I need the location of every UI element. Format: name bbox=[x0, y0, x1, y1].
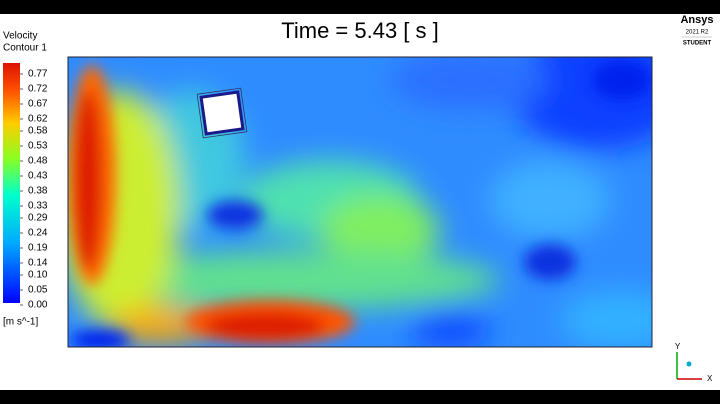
colorbar-tick-label: 0.72 bbox=[28, 84, 48, 95]
bottom-bar bbox=[0, 390, 720, 404]
axis-y-label: Y bbox=[675, 342, 681, 351]
colorbar-tick-label: 0.38 bbox=[28, 186, 48, 197]
colorbar-tick-label: 0.53 bbox=[28, 141, 48, 152]
legend-subtitle: Contour 1 bbox=[3, 43, 47, 54]
title: Time = 5.43 [ s ] bbox=[281, 18, 439, 43]
colorbar-tick-label: 0.43 bbox=[28, 171, 48, 182]
logo-brand: Ansys bbox=[680, 14, 713, 26]
logo-version: 2021 R2 bbox=[686, 30, 709, 36]
colorbar-tick-label: 0.00 bbox=[28, 300, 48, 311]
axis-triad: Y X bbox=[675, 342, 713, 383]
axis-x-label: X bbox=[707, 374, 713, 383]
colorbar-tick-label: 0.62 bbox=[28, 114, 48, 125]
colorbar-tick-label: 0.24 bbox=[28, 228, 48, 239]
colorbar-tick-label: 0.58 bbox=[28, 126, 48, 137]
legend-unit: [m s^-1] bbox=[3, 317, 38, 328]
colorbar-tick-label: 0.14 bbox=[28, 258, 48, 269]
colorbar-tick-label: 0.33 bbox=[28, 201, 48, 212]
colorbar-tick-label: 0.10 bbox=[28, 270, 48, 281]
colorbar-tick-label: 0.19 bbox=[28, 243, 48, 254]
top-bar bbox=[0, 0, 720, 14]
domain-border bbox=[67, 56, 653, 348]
colorbar-tick-label: 0.77 bbox=[28, 69, 48, 80]
legend-title: Velocity bbox=[3, 31, 37, 42]
colorbar-ticks: 0.77 0.72 0.67 0.620.58 0.53 0.48 0.43 0.38 0.33… bbox=[20, 69, 48, 311]
colorbar-tick-label: 0.48 bbox=[28, 156, 48, 167]
colorbar-tick-label: 0.67 bbox=[28, 99, 48, 110]
contour-field bbox=[68, 57, 652, 347]
colorbar-tick-label: 0.05 bbox=[28, 285, 48, 296]
logo-edition: STUDENT bbox=[683, 41, 712, 47]
obstacle bbox=[196, 87, 248, 139]
colorbar-tick-label: 0.29 bbox=[28, 213, 48, 224]
colorbar bbox=[3, 63, 20, 303]
